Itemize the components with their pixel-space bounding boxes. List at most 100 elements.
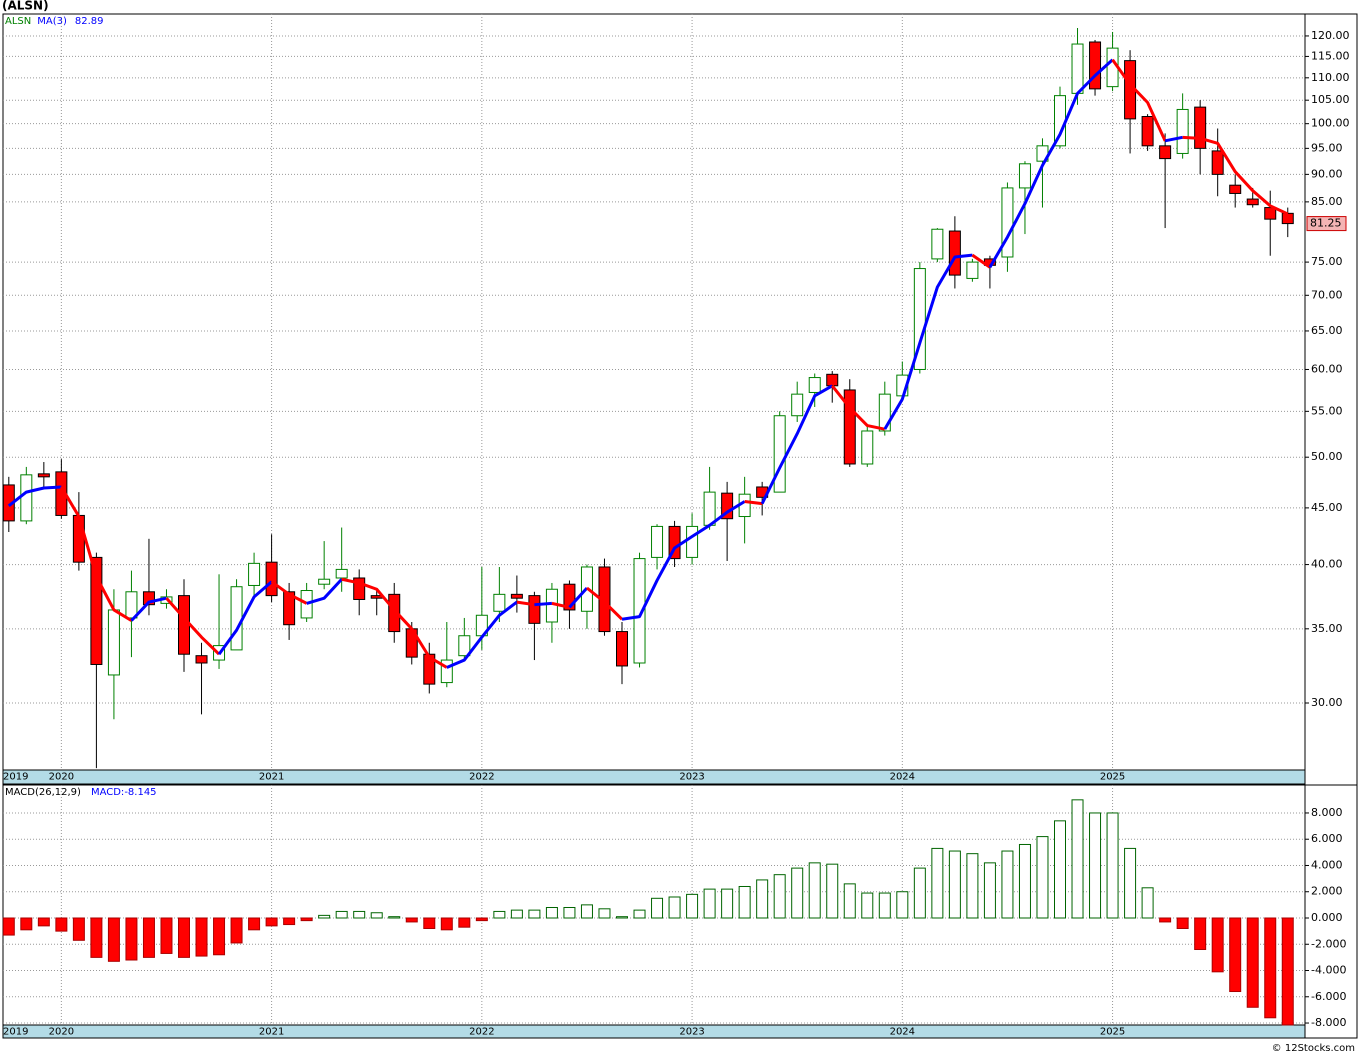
macd-bar [1141,887,1154,919]
y-tick-label: 75.00 [1311,255,1343,268]
macd-bar [195,917,208,957]
candle-body [791,393,804,417]
macd-bar [318,914,331,919]
macd-bar [563,906,576,919]
macd-prefix: MACD: [91,787,124,798]
candle-body [20,474,33,522]
ma-line [165,597,221,656]
candle-body [178,595,190,655]
macd-bar [756,879,769,919]
candle-body [248,562,261,586]
y-tick-label: 65.00 [1311,324,1343,337]
symbol: ALSN [5,16,31,27]
candle-body [563,583,576,611]
ma-line [217,580,273,656]
y-tick-label: 50.00 [1311,450,1343,463]
macd-bar [983,862,996,919]
x-tick-label: 2025 [1100,1027,1125,1038]
macd-bar [808,862,821,919]
candle-body [283,591,296,626]
y-tick-label: -4.000 [1311,964,1346,977]
y-tick-label: 30.00 [1311,696,1343,709]
macd-bar [651,897,664,919]
last-price-box [1306,216,1347,232]
x-tick-label: 2024 [890,1027,915,1038]
macd-bar [1124,847,1137,919]
x-tick-label: 2025 [1100,772,1125,783]
macd-bar [248,917,261,931]
candle-body [107,609,120,676]
candle-body [300,590,313,619]
x-tick-label: 2020 [49,1027,74,1038]
ma-line [341,577,448,669]
y-tick-label: 4.000 [1311,858,1343,871]
y-tick-label: 45.00 [1311,501,1343,514]
candle-body [721,492,734,520]
macd-bar [1159,917,1172,923]
x-tick-label: 2023 [679,772,704,783]
macd-bar [668,896,681,919]
macd-bar [1264,917,1277,1019]
macd-bar [90,917,103,958]
ma-line [446,600,518,669]
candle-body [423,653,436,685]
ma-line [831,384,886,431]
candle-body [1089,41,1102,90]
candle-body [808,377,821,393]
macd-bar [423,917,436,930]
candle-body [1176,108,1189,154]
candle-body [633,558,646,664]
y-tick-label: -6.000 [1311,990,1346,1003]
candle-body [528,595,541,624]
macd-bar [440,917,453,931]
macd-bar [160,917,173,954]
macd-bar [1229,917,1242,993]
y-tick-label: 95.00 [1311,141,1343,154]
macd-bar [1211,917,1224,973]
macd-bar [826,863,839,919]
candle-body [1159,145,1172,160]
ma-line [534,601,553,607]
x-tick-label: 2024 [890,772,915,783]
candle-body [861,430,874,465]
x-tick-label: 2022 [469,772,494,783]
candle-body [230,586,243,651]
ma-line [988,58,1114,269]
candle-body [948,230,961,276]
macd-bar [125,917,138,961]
candle-body [773,415,786,493]
y-tick-label: 2.000 [1311,885,1343,898]
candle-body [686,525,699,558]
y-tick-label: 60.00 [1311,362,1343,375]
x-tick-label: 2021 [259,772,284,783]
ma-line [130,596,167,622]
y-tick-label: 105.00 [1311,93,1350,106]
ma-line [516,600,535,607]
macd-bar [353,910,366,919]
y-tick-label: 35.00 [1311,622,1343,635]
ma-line [270,580,308,605]
macd-value: -8.145 [124,787,156,798]
candle-body [37,473,50,478]
macd-bar [283,917,296,926]
candle-body [318,578,331,585]
candle-body [1246,198,1259,206]
candle-body [1229,184,1242,194]
y-tick-label: 8.000 [1311,806,1343,819]
macd-bar [2,917,15,936]
candle-body [195,655,208,664]
macd-bar [1036,836,1049,919]
macd-bar [738,885,751,919]
macd-bar [896,891,909,919]
candle-body [72,514,85,563]
macd-bar [633,909,646,919]
macd-bar [107,917,120,962]
macd-bar [72,917,85,941]
macd-bar [1106,812,1119,919]
macd-title: MACD(26,12,9) [5,787,81,798]
footer: © 12Stocks.com [1272,1043,1355,1054]
macd-bar [388,916,401,919]
candle-body [1264,207,1277,220]
macd-bar [55,917,68,932]
x-tick-label: 2019 [3,772,28,783]
